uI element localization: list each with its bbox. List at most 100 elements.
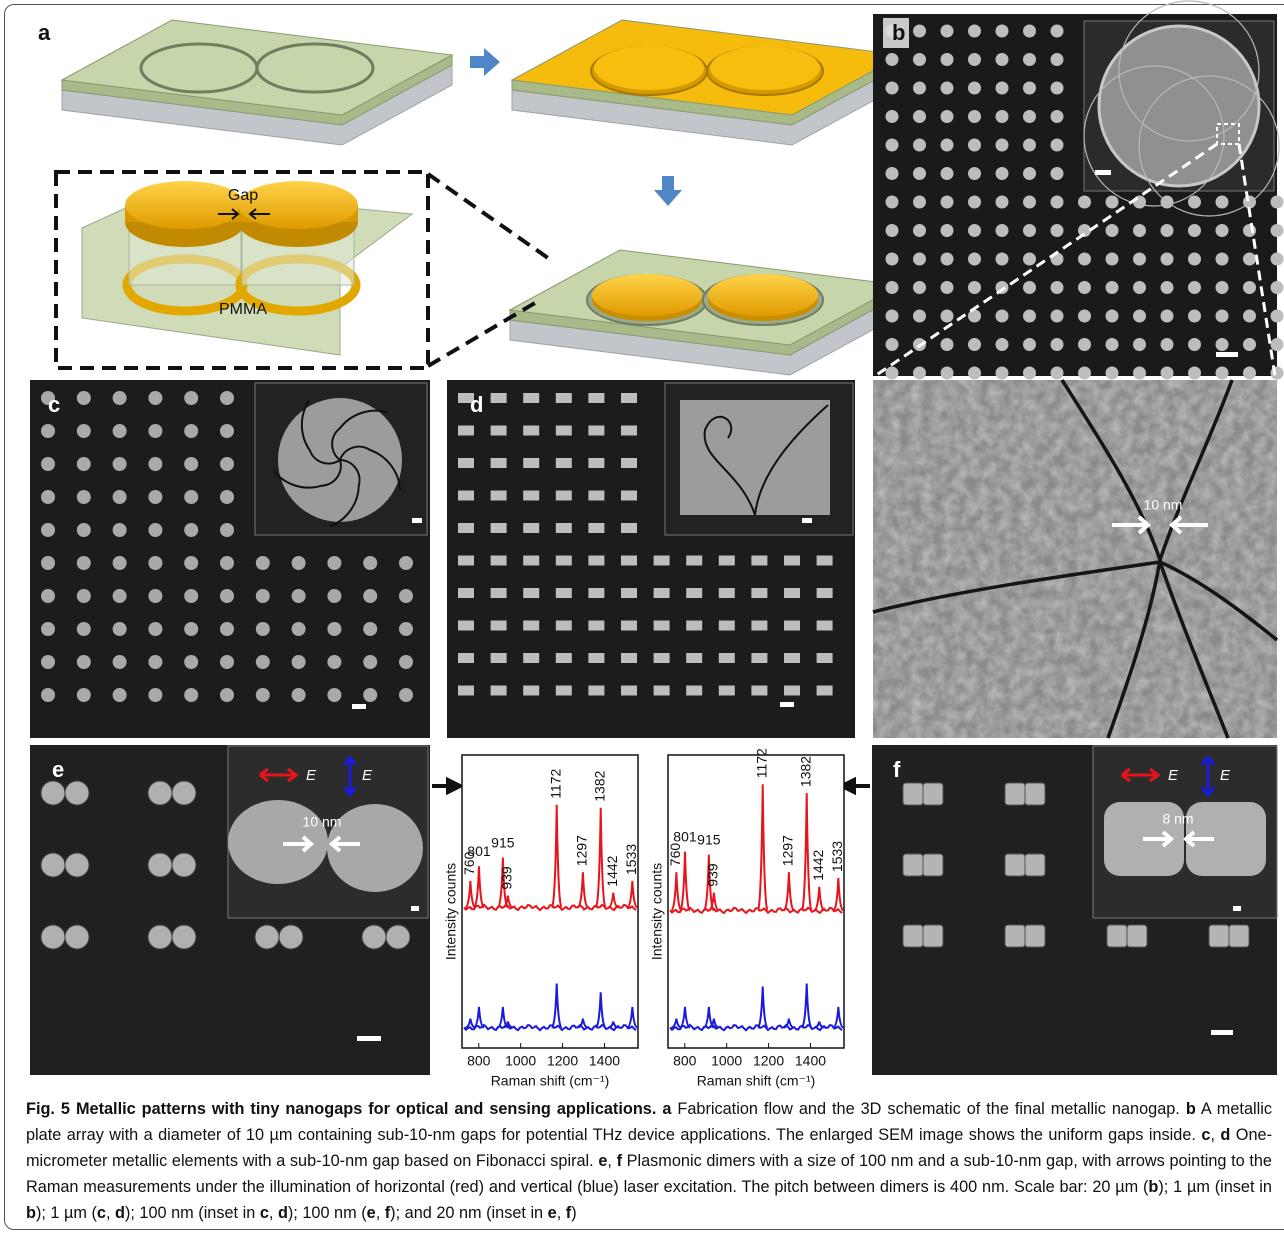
- plate: [1216, 253, 1229, 266]
- element: [523, 556, 539, 566]
- peak-label: 1382: [591, 770, 607, 801]
- peak-label: 1382: [797, 756, 813, 787]
- panel-label: c: [48, 392, 60, 417]
- element: [327, 556, 341, 570]
- plate: [913, 196, 926, 209]
- x-tick-label: 1000: [711, 1053, 742, 1069]
- element: [256, 556, 270, 570]
- caption-text: ); and 20 nm (inset in: [390, 1204, 547, 1222]
- element: [556, 653, 572, 663]
- plate: [1106, 338, 1119, 351]
- element: [363, 589, 377, 603]
- plate: [913, 82, 926, 95]
- element: [399, 688, 413, 702]
- element: [184, 655, 198, 669]
- plate: [1051, 82, 1064, 95]
- caption-text: d: [278, 1204, 288, 1222]
- element: [363, 556, 377, 570]
- element: [621, 653, 637, 663]
- plate: [886, 110, 899, 123]
- plate: [886, 139, 899, 152]
- element: [77, 688, 91, 702]
- plate: [996, 110, 1009, 123]
- plate: [913, 253, 926, 266]
- plate: [886, 196, 899, 209]
- plate: [1216, 338, 1229, 351]
- element: [588, 426, 604, 436]
- field-label: E: [306, 767, 317, 784]
- element: [148, 556, 162, 570]
- element: [588, 556, 604, 566]
- element: [363, 622, 377, 636]
- plate: [886, 167, 899, 180]
- plate: [1188, 253, 1201, 266]
- caption-text: d: [1220, 1126, 1230, 1144]
- plate: [1243, 224, 1256, 237]
- element: [113, 457, 127, 471]
- element: [491, 393, 507, 403]
- plate: [968, 25, 981, 38]
- plate: [1161, 253, 1174, 266]
- element: [784, 556, 800, 566]
- plate: [1106, 253, 1119, 266]
- caption-text: Fig. 5 Metallic patterns with tiny nanog…: [26, 1100, 656, 1118]
- plate: [1023, 110, 1036, 123]
- y-axis-label: Intensity counts: [649, 863, 665, 960]
- panel-label: b: [892, 20, 905, 45]
- element: [491, 621, 507, 631]
- peak-label: 915: [491, 834, 515, 850]
- element: [784, 588, 800, 598]
- caption-text: Fabrication flow and the 3D schematic of…: [671, 1100, 1185, 1118]
- plate: [886, 281, 899, 294]
- element: [77, 523, 91, 537]
- plate: [941, 167, 954, 180]
- element: [621, 426, 637, 436]
- dimer: [362, 925, 386, 949]
- element: [148, 523, 162, 537]
- plate: [1133, 196, 1146, 209]
- element: [184, 424, 198, 438]
- panel-label: a: [38, 20, 51, 45]
- element: [220, 556, 234, 570]
- plate: [886, 53, 899, 66]
- element: [784, 686, 800, 696]
- plate: [886, 367, 899, 380]
- caption-text: ,: [106, 1204, 115, 1222]
- element: [113, 688, 127, 702]
- peak-label: 939: [705, 863, 721, 887]
- element: [399, 589, 413, 603]
- element: [458, 556, 474, 566]
- plate: [1271, 281, 1284, 294]
- disc: [592, 274, 702, 316]
- element: [41, 490, 55, 504]
- plate: [1023, 25, 1036, 38]
- caption-text: ); 1 µm (: [36, 1204, 97, 1222]
- plate: [1188, 338, 1201, 351]
- plate: [1188, 224, 1201, 237]
- plate: [1133, 281, 1146, 294]
- peak-label: 1172: [547, 768, 563, 798]
- plate: [1051, 281, 1064, 294]
- plate: [1078, 367, 1091, 380]
- caption-text: e: [367, 1204, 376, 1222]
- panel-label: f: [893, 757, 901, 782]
- element: [184, 688, 198, 702]
- plate: [1243, 338, 1256, 351]
- plate: [913, 367, 926, 380]
- dimer: [65, 781, 89, 805]
- plate: [968, 110, 981, 123]
- plate: [913, 310, 926, 323]
- element: [256, 589, 270, 603]
- element: [458, 621, 474, 631]
- plate: [996, 25, 1009, 38]
- plate: [996, 338, 1009, 351]
- x-axis-label: Raman shift (cm⁻¹): [491, 1073, 610, 1089]
- caption-text: ,: [557, 1204, 566, 1222]
- caption-text: ,: [376, 1204, 385, 1222]
- plate: [1161, 281, 1174, 294]
- element: [588, 491, 604, 501]
- element: [184, 523, 198, 537]
- texture: [873, 380, 1277, 738]
- plate: [1188, 281, 1201, 294]
- caption-text: c: [260, 1204, 269, 1222]
